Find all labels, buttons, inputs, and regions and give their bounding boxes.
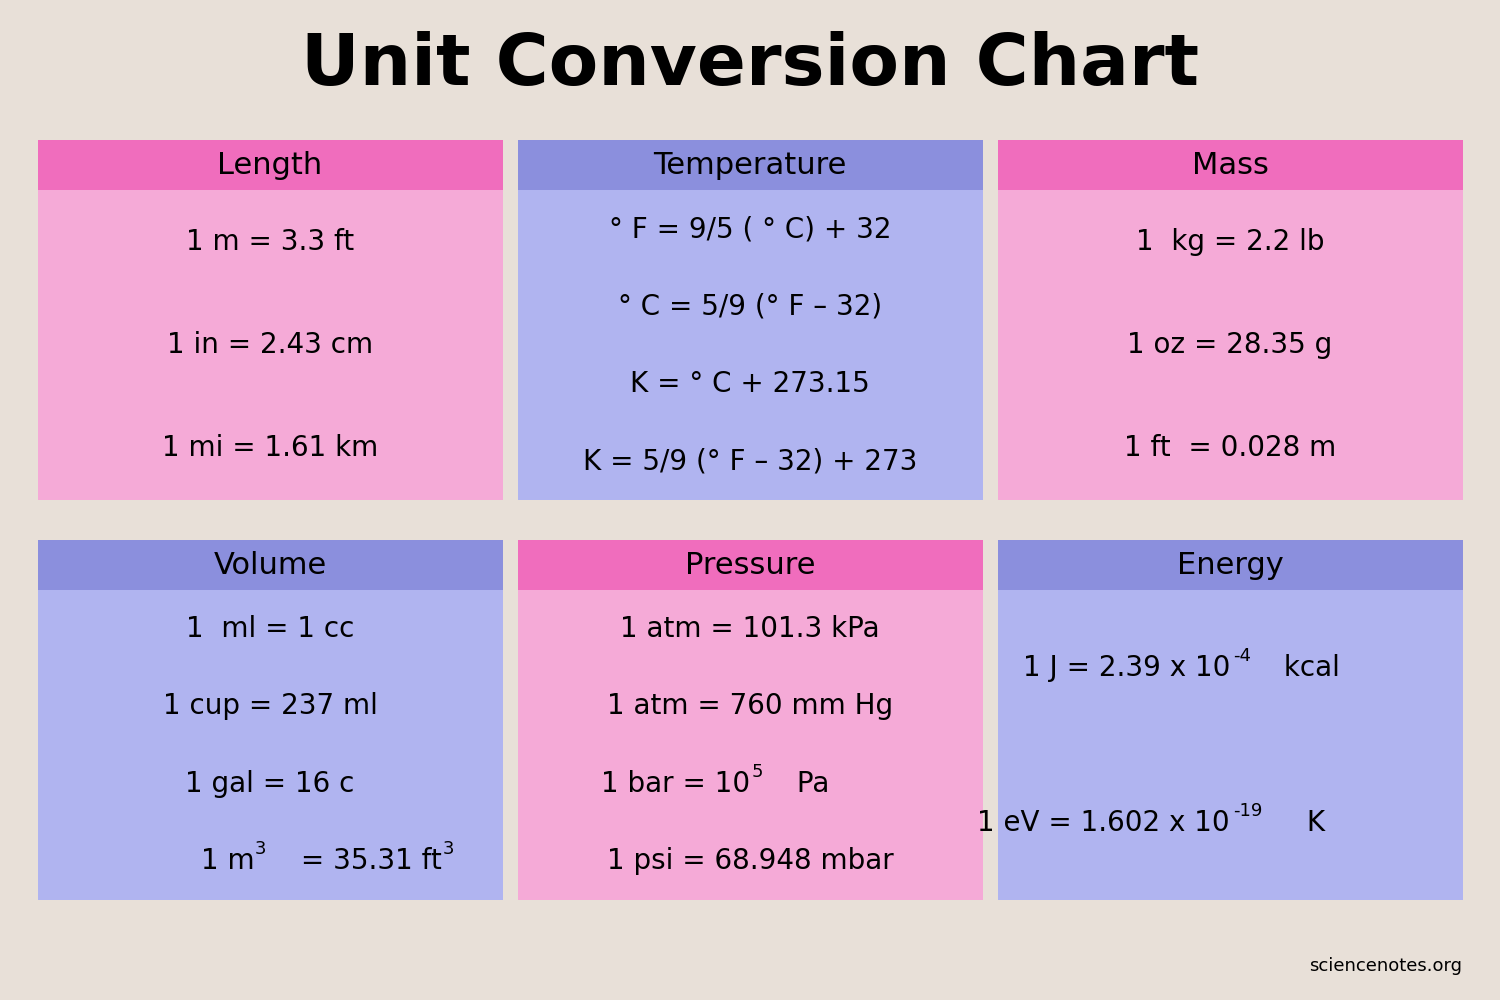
FancyBboxPatch shape (998, 140, 1462, 190)
FancyBboxPatch shape (998, 190, 1462, 500)
FancyBboxPatch shape (38, 190, 502, 500)
Text: Temperature: Temperature (654, 151, 846, 180)
FancyBboxPatch shape (38, 590, 502, 900)
Text: 1  kg = 2.2 lb: 1 kg = 2.2 lb (1136, 228, 1324, 256)
Text: 1 m: 1 m (201, 847, 255, 875)
Text: 1 in = 2.43 cm: 1 in = 2.43 cm (166, 331, 374, 359)
Text: 1 gal = 16 c: 1 gal = 16 c (186, 770, 354, 798)
FancyBboxPatch shape (518, 190, 982, 500)
Text: Mass: Mass (1191, 151, 1269, 180)
FancyBboxPatch shape (998, 590, 1462, 900)
FancyBboxPatch shape (518, 540, 982, 590)
Text: 1 ft  = 0.028 m: 1 ft = 0.028 m (1124, 434, 1336, 462)
Text: Volume: Volume (213, 551, 327, 580)
Text: 3: 3 (442, 840, 454, 858)
Text: Pa: Pa (788, 770, 830, 798)
FancyBboxPatch shape (518, 140, 982, 190)
Text: 1 m = 3.3 ft: 1 m = 3.3 ft (186, 228, 354, 256)
Text: K: K (1298, 809, 1324, 837)
Text: 1  ml = 1 cc: 1 ml = 1 cc (186, 615, 354, 643)
Text: 1 oz = 28.35 g: 1 oz = 28.35 g (1128, 331, 1332, 359)
FancyBboxPatch shape (38, 540, 502, 590)
Text: 1 psi = 68.948 mbar: 1 psi = 68.948 mbar (606, 847, 894, 875)
FancyBboxPatch shape (998, 540, 1462, 590)
Text: 1 eV = 1.602 x 10: 1 eV = 1.602 x 10 (978, 809, 1230, 837)
Text: Energy: Energy (1176, 551, 1284, 580)
Text: 3: 3 (255, 840, 267, 858)
FancyBboxPatch shape (38, 140, 502, 190)
Text: 5: 5 (752, 763, 764, 781)
Text: 1 cup = 237 ml: 1 cup = 237 ml (162, 692, 378, 720)
Text: -4: -4 (1233, 647, 1251, 665)
Text: 1 atm = 101.3 kPa: 1 atm = 101.3 kPa (620, 615, 880, 643)
Text: 1 atm = 760 mm Hg: 1 atm = 760 mm Hg (608, 692, 892, 720)
Text: ° C = 5/9 (° F – 32): ° C = 5/9 (° F – 32) (618, 292, 882, 320)
Text: ° F = 9/5 ( ° C) + 32: ° F = 9/5 ( ° C) + 32 (609, 215, 891, 243)
Text: = 35.31 ft: = 35.31 ft (292, 847, 442, 875)
Text: Unit Conversion Chart: Unit Conversion Chart (302, 30, 1198, 100)
Text: K = 5/9 (° F – 32) + 273: K = 5/9 (° F – 32) + 273 (584, 447, 916, 475)
Text: kcal: kcal (1275, 654, 1340, 682)
Text: Length: Length (217, 151, 322, 180)
Text: 1 bar = 10: 1 bar = 10 (602, 770, 750, 798)
Text: sciencenotes.org: sciencenotes.org (1310, 957, 1462, 975)
Text: 1 J = 2.39 x 10: 1 J = 2.39 x 10 (1023, 654, 1230, 682)
FancyBboxPatch shape (518, 590, 982, 900)
Text: -19: -19 (1233, 802, 1263, 820)
Text: K = ° C + 273.15: K = ° C + 273.15 (630, 370, 870, 398)
Text: Pressure: Pressure (684, 551, 816, 580)
Text: 1 mi = 1.61 km: 1 mi = 1.61 km (162, 434, 378, 462)
